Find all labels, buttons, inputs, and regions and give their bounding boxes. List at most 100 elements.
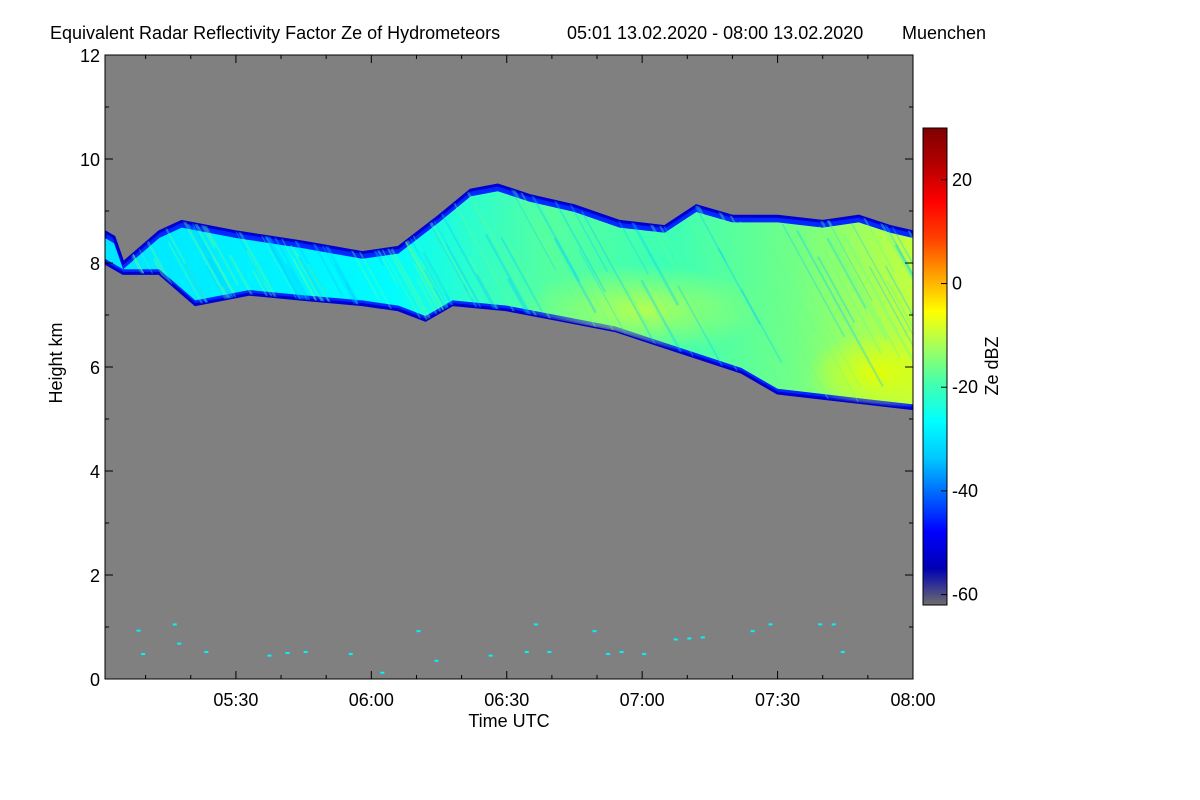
x-tick-label: 05:30 [213,690,258,710]
fall-streak [322,240,359,303]
low-echo-point [592,630,597,633]
fall-streak [740,288,783,364]
fall-streak [819,219,888,341]
x-axis-label: Time UTC [468,711,549,731]
fall-streak [500,236,543,312]
low-level-echoes [136,623,845,674]
fall-streak [581,210,658,348]
fall-streak [509,245,554,324]
y-tick-label: 10 [80,150,100,170]
x-tick-label: 08:00 [890,690,935,710]
x-axis: 05:30 06:00 06:30 07:00 07:30 08:00 [145,55,936,710]
fall-streak [686,217,780,384]
chart-location: Muenchen [902,23,986,43]
fall-streak [842,234,913,409]
fall-streak [886,280,913,409]
low-echo-point [267,654,272,657]
low-echo-point [303,650,308,653]
y-tick-label: 8 [90,254,100,274]
low-echo-point [619,650,624,653]
fall-streak [503,185,557,271]
low-echo-point [136,629,141,632]
low-echo-point [177,642,182,645]
fall-streak [553,237,597,314]
fall-streak [796,230,884,387]
fall-streak [875,208,913,323]
low-echo-point [700,636,705,639]
low-echo-point [687,637,692,640]
low-echo-point [818,623,823,626]
fall-streak [742,254,796,349]
fall-streak [762,236,818,334]
fall-streak [832,236,901,359]
low-echo-point [348,653,353,656]
low-echo-point [642,653,647,656]
y-tick-label: 0 [90,670,100,690]
fall-streak [823,250,883,354]
y-axis: 0 2 4 6 8 10 12 [80,46,913,690]
fall-streak [851,223,913,388]
fall-streak [189,218,238,306]
fall-streak [781,223,846,338]
low-echo-point [840,650,845,653]
low-echo-point [768,623,773,626]
y-tick-label: 6 [90,358,100,378]
fall-streak [818,226,869,316]
fall-streak [640,279,683,353]
x-tick-label: 07:00 [620,690,665,710]
y-tick-label: 12 [80,46,100,66]
colorbar-tick-label: 20 [952,170,972,190]
low-echo-point [488,654,493,657]
colorbar-ticks: -60 -40 -20 0 20 [941,170,978,605]
low-echo-point [547,650,552,653]
colorbar [922,127,948,606]
colorbar-tick-label: -40 [952,481,978,501]
chart-time-range: 05:01 13.02.2020 - 08:00 13.02.2020 [567,23,863,43]
low-echo-point [172,623,177,626]
chart-title: Equivalent Radar Reflectivity Factor Ze … [50,23,500,43]
low-echo-point [141,653,146,656]
fall-streak [442,185,516,314]
fall-streak [530,220,574,296]
fall-streak [739,221,820,366]
fall-streak [868,265,913,377]
fall-streak [752,261,839,409]
x-tick-label: 07:30 [755,690,800,710]
cloud-body-layer [105,191,913,405]
colorbar-tick-label: -60 [952,585,978,605]
fall-streak [870,205,913,373]
fall-streak [894,244,913,336]
y-tick-label: 2 [90,566,100,586]
fall-streak [503,185,577,302]
fall-streak [704,232,775,357]
low-echo-point [285,652,290,654]
fall-streak [651,281,698,364]
low-echo-point [380,671,385,674]
low-echo-point [434,659,439,662]
fall-streak [717,247,761,326]
fall-streak [826,237,867,309]
fall-streak [354,243,394,312]
low-echo-point [750,630,755,633]
fall-streak [588,222,650,329]
fall-streak [822,211,873,302]
y-axis-label: Height km [46,322,66,403]
low-echo-point [831,623,836,626]
low-echo-point [524,650,529,653]
low-echo-point [606,653,611,656]
colorbar-tick-label: -20 [952,377,978,397]
low-echo-point [204,650,209,653]
y-tick-label: 4 [90,462,100,482]
fall-streak [513,185,606,346]
fall-streak [498,224,533,286]
fall-streak [694,202,792,376]
fall-streak [790,259,862,389]
x-tick-label: 06:00 [349,690,394,710]
fall-streak [817,256,856,324]
low-echo-point [416,630,421,633]
cloud-core-2 [806,332,913,409]
fall-streak [884,265,913,409]
colorbar-tick-label: 0 [952,274,962,294]
low-echo-point [673,638,678,641]
